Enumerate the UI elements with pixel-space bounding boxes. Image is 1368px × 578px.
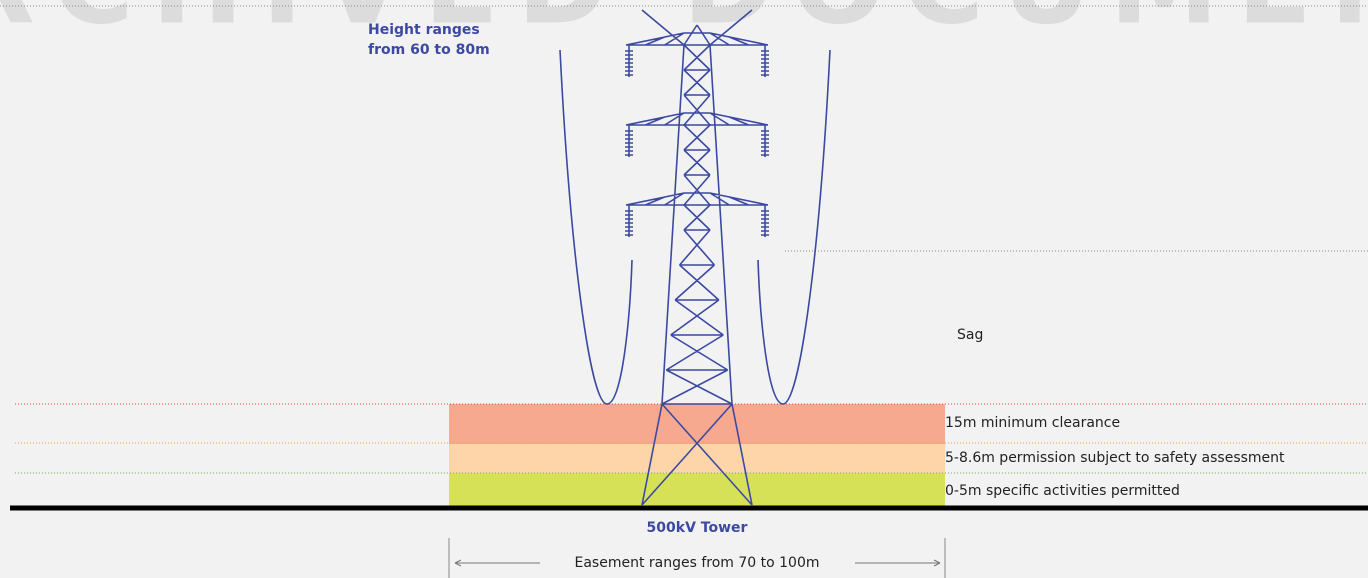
tower (625, 9, 769, 506)
zone-red (449, 404, 945, 444)
tower-label: 500kV Tower (647, 520, 748, 536)
cable-right (757, 49, 831, 405)
zone-green (449, 473, 945, 507)
sag-label: Sag (957, 327, 983, 343)
zone-label: 0-5m specific activities permitted (945, 483, 1180, 499)
zone-peach (449, 444, 945, 473)
zone-label: 5-8.6m permission subject to safety asse… (945, 450, 1285, 466)
height-label: Height ranges (368, 22, 480, 38)
easement-arrow (454, 559, 941, 567)
zone-label: 15m minimum clearance (945, 415, 1120, 431)
watermark: ARCHIVED DOCUMENT (0, 0, 1368, 48)
easement-label: Easement ranges from 70 to 100m (574, 555, 819, 571)
cable-left (559, 49, 633, 405)
height-label: from 60 to 80m (368, 42, 490, 58)
tower-lattice (625, 9, 769, 506)
